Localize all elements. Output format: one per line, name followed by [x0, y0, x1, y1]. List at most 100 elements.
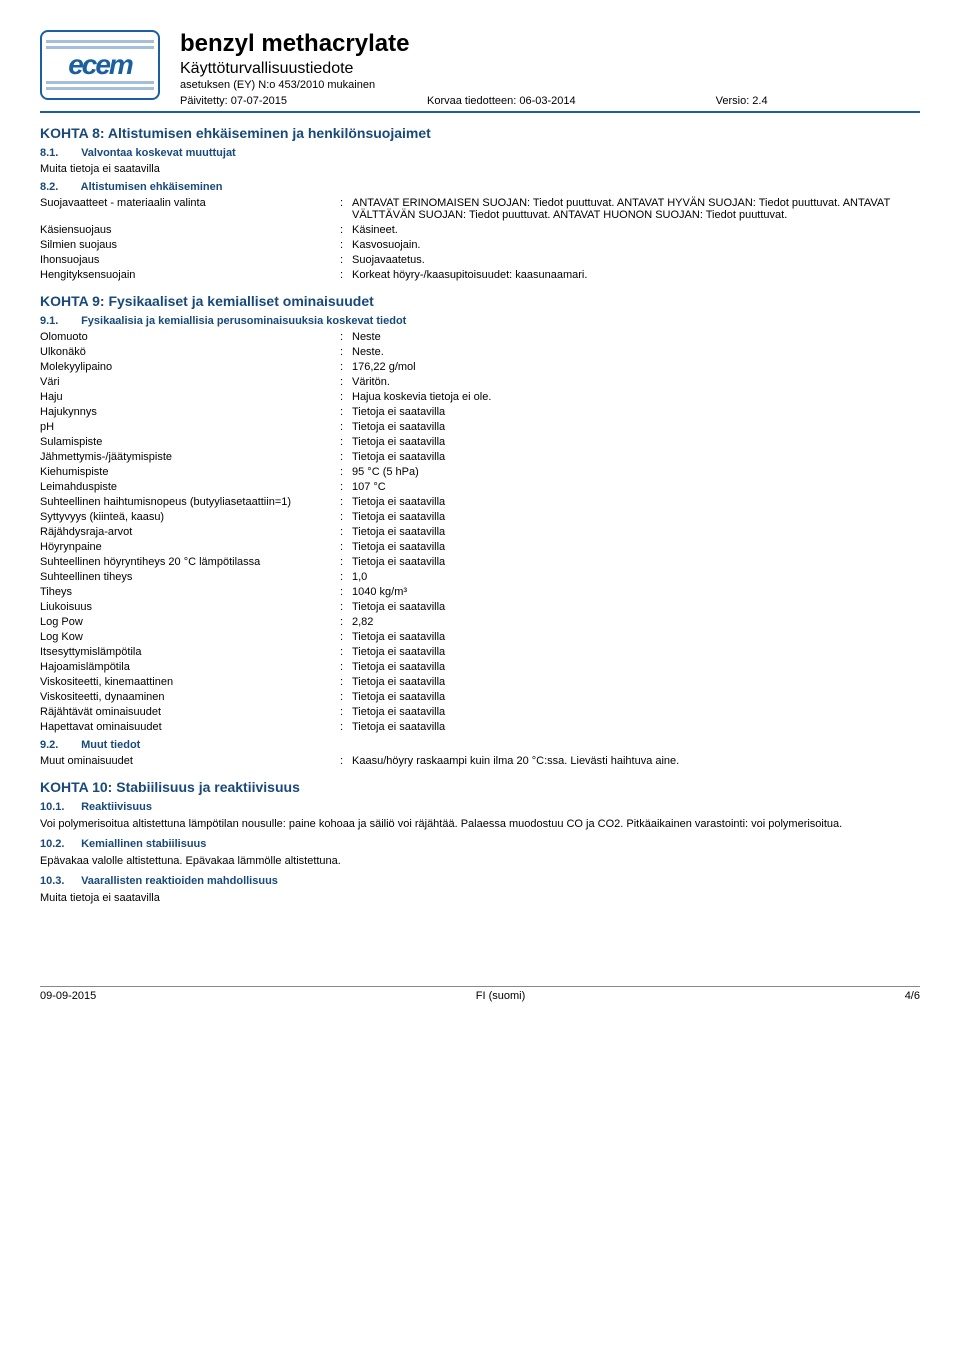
- property-key: Räjähtävät ominaisuudet: [40, 706, 340, 718]
- property-separator: :: [340, 406, 352, 418]
- property-separator: :: [340, 224, 352, 236]
- property-separator: :: [340, 541, 352, 553]
- property-value: Suojavaatetus.: [352, 254, 920, 266]
- property-row: pH:Tietoja ei saatavilla: [40, 421, 920, 433]
- property-value: 176,22 g/mol: [352, 361, 920, 373]
- property-separator: :: [340, 706, 352, 718]
- property-row: Hajoamislämpötila:Tietoja ei saatavilla: [40, 661, 920, 673]
- property-value: Tietoja ei saatavilla: [352, 451, 920, 463]
- property-key: Haju: [40, 391, 340, 403]
- property-separator: :: [340, 436, 352, 448]
- property-value: Tietoja ei saatavilla: [352, 556, 920, 568]
- sub101-text: Voi polymerisoitua altistettuna lämpötil…: [40, 817, 920, 832]
- section10-heading: KOHTA 10: Stabiilisuus ja reaktiivisuus: [40, 779, 920, 795]
- property-separator: :: [340, 526, 352, 538]
- page-footer: 09-09-2015 FI (suomi) 4/6: [40, 986, 920, 1002]
- section9-heading: KOHTA 9: Fysikaaliset ja kemialliset omi…: [40, 293, 920, 309]
- property-separator: :: [340, 254, 352, 266]
- sub102-text: Epävakaa valolle altistettuna. Epävakaa …: [40, 854, 920, 869]
- property-separator: :: [340, 616, 352, 628]
- property-value: Tietoja ei saatavilla: [352, 601, 920, 613]
- property-row: Väri:Väritön.: [40, 376, 920, 388]
- property-row: Muut ominaisuudet:Kaasu/höyry raskaampi …: [40, 755, 920, 767]
- sub102-num: 10.2.: [40, 838, 78, 850]
- property-key: Hengityksensuojain: [40, 269, 340, 281]
- property-key: Suhteellinen höyryntiheys 20 °C lämpötil…: [40, 556, 340, 568]
- property-value: Väritön.: [352, 376, 920, 388]
- property-key: Viskositeetti, dynaaminen: [40, 691, 340, 703]
- subsection-10-3: 10.3. Vaarallisten reaktioiden mahdollis…: [40, 875, 920, 887]
- property-value: Käsineet.: [352, 224, 920, 236]
- property-key: pH: [40, 421, 340, 433]
- property-value: Korkeat höyry-/kaasupitoisuudet: kaasuna…: [352, 269, 920, 281]
- property-separator: :: [340, 676, 352, 688]
- property-separator: :: [340, 586, 352, 598]
- property-row: Hengityksensuojain:Korkeat höyry-/kaasup…: [40, 269, 920, 281]
- sub101-title: Reaktiivisuus: [81, 801, 152, 813]
- sub91-title: Fysikaalisia ja kemiallisia perusominais…: [81, 315, 406, 327]
- property-row: Syttyvyys (kiinteä, kaasu):Tietoja ei sa…: [40, 511, 920, 523]
- property-value: Tietoja ei saatavilla: [352, 436, 920, 448]
- property-value: Tietoja ei saatavilla: [352, 661, 920, 673]
- property-key: Kiehumispiste: [40, 466, 340, 478]
- property-separator: :: [340, 466, 352, 478]
- property-separator: :: [340, 269, 352, 281]
- property-key: Jähmettymis-/jäätymispiste: [40, 451, 340, 463]
- document-regulation: asetuksen (EY) N:o 453/2010 mukainen: [180, 79, 920, 91]
- page-container: ecem benzyl methacrylate Käyttöturvallis…: [0, 0, 960, 1022]
- property-separator: :: [340, 755, 352, 767]
- property-key: Hajoamislämpötila: [40, 661, 340, 673]
- property-key: Log Kow: [40, 631, 340, 643]
- property-key: Käsiensuojaus: [40, 224, 340, 236]
- property-separator: :: [340, 331, 352, 343]
- subsection-9-1: 9.1. Fysikaalisia ja kemiallisia perusom…: [40, 315, 920, 327]
- property-row: Sulamispiste:Tietoja ei saatavilla: [40, 436, 920, 448]
- sub101-num: 10.1.: [40, 801, 78, 813]
- header-text-block: benzyl methacrylate Käyttöturvallisuusti…: [180, 30, 920, 107]
- property-key: Suhteellinen haihtumisnopeus (butyyliase…: [40, 496, 340, 508]
- property-value: Tietoja ei saatavilla: [352, 541, 920, 553]
- property-value: Kaasu/höyry raskaampi kuin ilma 20 °C:ss…: [352, 755, 920, 767]
- property-value: ANTAVAT ERINOMAISEN SUOJAN: Tiedot puutt…: [352, 197, 920, 221]
- property-separator: :: [340, 691, 352, 703]
- sub81-num: 8.1.: [40, 147, 78, 159]
- property-value: Neste.: [352, 346, 920, 358]
- property-value: Tietoja ei saatavilla: [352, 421, 920, 433]
- property-value: 2,82: [352, 616, 920, 628]
- property-key: Väri: [40, 376, 340, 388]
- property-separator: :: [340, 601, 352, 613]
- sub92-num: 9.2.: [40, 739, 78, 751]
- property-row: Käsiensuojaus:Käsineet.: [40, 224, 920, 236]
- property-key: Ihonsuojaus: [40, 254, 340, 266]
- property-separator: :: [340, 361, 352, 373]
- property-value: Tietoja ei saatavilla: [352, 676, 920, 688]
- property-row: Haju:Hajua koskevia tietoja ei ole.: [40, 391, 920, 403]
- section8-rows: Suojavaatteet - materiaalin valinta:ANTA…: [40, 197, 920, 281]
- section9-rows: Olomuoto:NesteUlkonäkö:Neste.Molekyylipa…: [40, 331, 920, 733]
- property-row: Viskositeetti, kinemaattinen:Tietoja ei …: [40, 676, 920, 688]
- logo-text: ecem: [68, 49, 132, 81]
- property-row: Leimahduspiste:107 °C: [40, 481, 920, 493]
- header-meta-row: Päivitetty: 07-07-2015 Korvaa tiedotteen…: [180, 95, 920, 107]
- property-separator: :: [340, 346, 352, 358]
- subsection-9-2: 9.2. Muut tiedot: [40, 739, 920, 751]
- document-subtitle: Käyttöturvallisuustiedote: [180, 60, 920, 78]
- property-value: Tietoja ei saatavilla: [352, 631, 920, 643]
- property-separator: :: [340, 511, 352, 523]
- property-separator: :: [340, 661, 352, 673]
- property-separator: :: [340, 376, 352, 388]
- property-value: 107 °C: [352, 481, 920, 493]
- sub92-title: Muut tiedot: [81, 739, 140, 751]
- property-row: Viskositeetti, dynaaminen:Tietoja ei saa…: [40, 691, 920, 703]
- property-key: Ulkonäkö: [40, 346, 340, 358]
- property-value: Hajua koskevia tietoja ei ole.: [352, 391, 920, 403]
- property-row: Itsesyttymislämpötila:Tietoja ei saatavi…: [40, 646, 920, 658]
- property-row: Suhteellinen höyryntiheys 20 °C lämpötil…: [40, 556, 920, 568]
- property-value: Tietoja ei saatavilla: [352, 721, 920, 733]
- property-separator: :: [340, 556, 352, 568]
- property-row: Log Kow:Tietoja ei saatavilla: [40, 631, 920, 643]
- property-value: 1040 kg/m³: [352, 586, 920, 598]
- property-row: Suhteellinen haihtumisnopeus (butyyliase…: [40, 496, 920, 508]
- property-row: Hajukynnys:Tietoja ei saatavilla: [40, 406, 920, 418]
- property-row: Tiheys:1040 kg/m³: [40, 586, 920, 598]
